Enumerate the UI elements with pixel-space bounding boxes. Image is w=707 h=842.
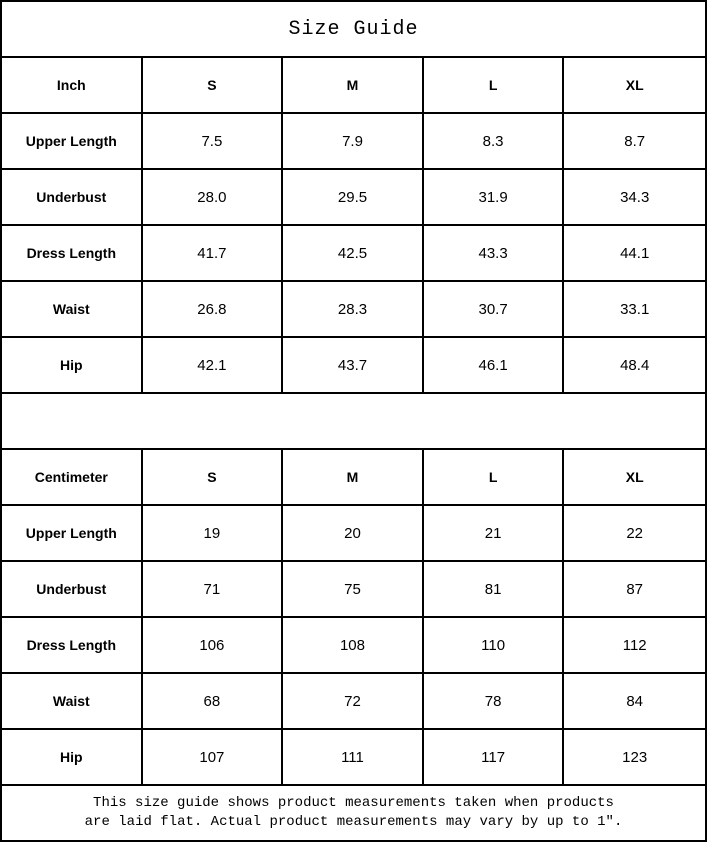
- value-cell: 106: [142, 618, 284, 674]
- value-cell: 20: [283, 506, 424, 562]
- value-cell: 22: [564, 506, 705, 562]
- size-header-s: S: [142, 58, 284, 114]
- value-cell: 26.8: [142, 282, 284, 338]
- value-cell: 41.7: [142, 226, 284, 282]
- value-cell: 29.5: [283, 170, 424, 226]
- row-label-underbust: Underbust: [2, 170, 143, 226]
- row-label-underbust: Underbust: [2, 562, 143, 618]
- value-cell: 81: [423, 562, 565, 618]
- footnote: This size guide shows product measuremen…: [2, 786, 705, 840]
- unit-header-cell: Inch: [2, 58, 143, 114]
- value-cell: 28.0: [142, 170, 284, 226]
- value-cell: 87: [564, 562, 705, 618]
- size-header-xl: XL: [564, 450, 705, 506]
- row-label-upper-length: Upper Length: [2, 506, 143, 562]
- value-cell: 110: [423, 618, 565, 674]
- footnote-line-2: are laid flat. Actual product measuremen…: [84, 814, 623, 830]
- value-cell: 107: [142, 730, 284, 786]
- value-cell: 42.1: [142, 338, 284, 394]
- row-label-dress-length: Dress Length: [2, 618, 143, 674]
- value-cell: 108: [283, 618, 424, 674]
- value-cell: 43.3: [423, 226, 565, 282]
- value-cell: 7.9: [283, 114, 424, 170]
- value-cell: 42.5: [283, 226, 424, 282]
- value-cell: 78: [423, 674, 565, 730]
- value-cell: 112: [564, 618, 705, 674]
- value-cell: 75: [283, 562, 424, 618]
- value-cell: 48.4: [564, 338, 705, 394]
- size-header-m: M: [283, 450, 424, 506]
- row-label-waist: Waist: [2, 674, 143, 730]
- size-header-l: L: [423, 450, 565, 506]
- value-cell: 28.3: [283, 282, 424, 338]
- table-gap: [2, 394, 705, 450]
- unit-header-cell: Centimeter: [2, 450, 143, 506]
- row-label-hip: Hip: [2, 730, 143, 786]
- value-cell: 19: [142, 506, 284, 562]
- value-cell: 71: [142, 562, 284, 618]
- value-cell: 31.9: [423, 170, 565, 226]
- row-label-waist: Waist: [2, 282, 143, 338]
- size-header-s: S: [142, 450, 284, 506]
- centimeter-table: Centimeter S M L XL Upper Length 19 20 2…: [2, 450, 705, 786]
- inch-table: Inch S M L XL Upper Length 7.5 7.9 8.3 8…: [2, 58, 705, 394]
- footnote-line-1: This size guide shows product measuremen…: [93, 795, 614, 811]
- size-header-m: M: [283, 58, 424, 114]
- size-header-l: L: [423, 58, 565, 114]
- value-cell: 8.3: [423, 114, 565, 170]
- value-cell: 44.1: [564, 226, 705, 282]
- value-cell: 123: [564, 730, 705, 786]
- value-cell: 72: [283, 674, 424, 730]
- value-cell: 34.3: [564, 170, 705, 226]
- value-cell: 33.1: [564, 282, 705, 338]
- value-cell: 111: [283, 730, 424, 786]
- value-cell: 30.7: [423, 282, 565, 338]
- value-cell: 7.5: [142, 114, 284, 170]
- row-label-dress-length: Dress Length: [2, 226, 143, 282]
- value-cell: 117: [423, 730, 565, 786]
- value-cell: 84: [564, 674, 705, 730]
- value-cell: 68: [142, 674, 284, 730]
- size-header-xl: XL: [564, 58, 705, 114]
- value-cell: 46.1: [423, 338, 565, 394]
- page-title: Size Guide: [2, 2, 705, 58]
- value-cell: 21: [423, 506, 565, 562]
- value-cell: 8.7: [564, 114, 705, 170]
- row-label-hip: Hip: [2, 338, 143, 394]
- value-cell: 43.7: [283, 338, 424, 394]
- row-label-upper-length: Upper Length: [2, 114, 143, 170]
